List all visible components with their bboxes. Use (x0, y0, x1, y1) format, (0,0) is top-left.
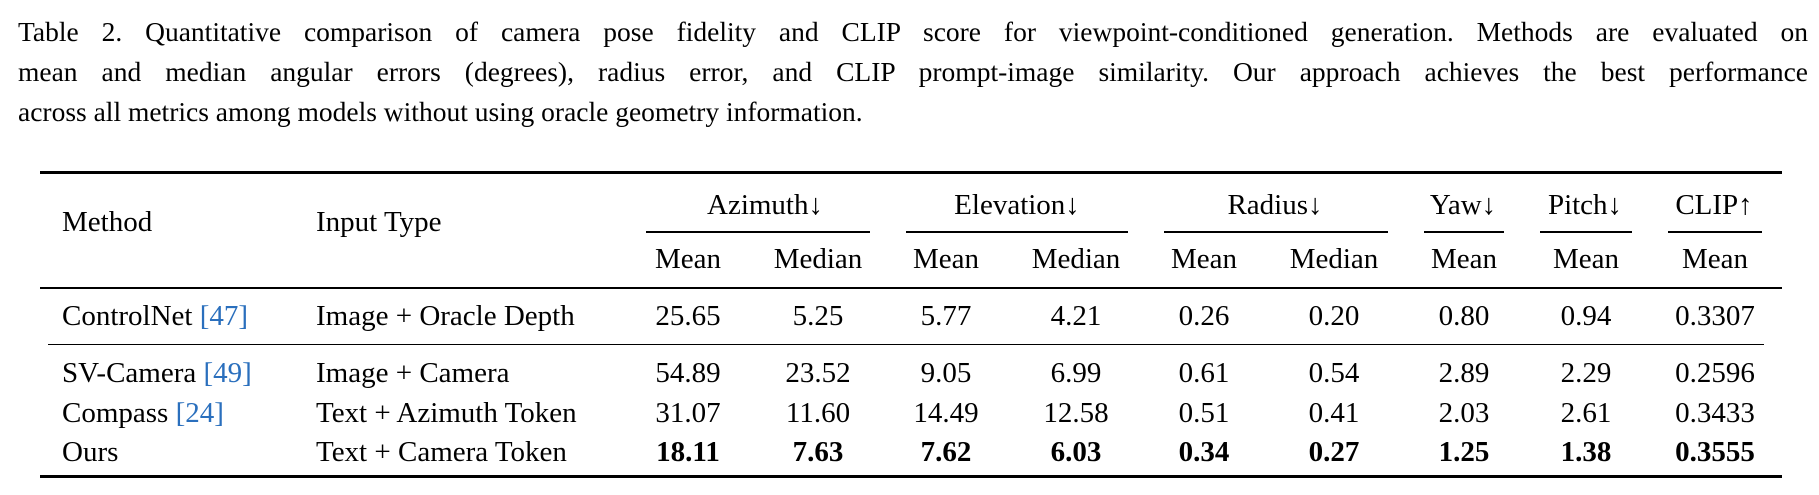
table-cell: 2.29 (1560, 357, 1612, 389)
row-method: Compass [24] (62, 395, 224, 431)
table-cell: 9.05 (920, 357, 972, 389)
row-method-name: SV-Camera (62, 357, 197, 389)
table-cell: 6.99 (1050, 357, 1102, 389)
subheader-azimuth-mean: Mean (654, 243, 722, 275)
subheader-azimuth-median: Median (773, 243, 863, 275)
row-method-name: ControlNet (62, 300, 193, 332)
header-group-clip: CLIP↑ (1675, 189, 1753, 221)
table-cell: 0.3555 (1675, 436, 1755, 468)
row-method: Ours (62, 434, 118, 470)
table-cell: 0.61 (1178, 357, 1230, 389)
caption-line-2: mean and median angular errors (degrees)… (18, 56, 1808, 87)
group-rule-yaw (1424, 231, 1504, 233)
table-cell: 25.65 (655, 300, 721, 332)
header-input-type: Input Type (316, 206, 442, 238)
table-cell: 12.58 (1043, 397, 1109, 429)
group-rule-pitch (1540, 231, 1632, 233)
subheader-elevation-median: Median (1031, 243, 1121, 275)
table-cell: 2.89 (1438, 357, 1490, 389)
table-cell: 11.60 (785, 397, 851, 429)
table-cell: 0.20 (1308, 300, 1360, 332)
table-cell: 23.52 (785, 357, 851, 389)
header-group-azimuth: Azimuth↓ (707, 189, 823, 221)
table-cell: 6.03 (1050, 436, 1102, 468)
subheader-radius-median: Median (1289, 243, 1379, 275)
table-cell: 0.54 (1308, 357, 1360, 389)
group-rule-azimuth (646, 231, 870, 233)
table-cell: 7.63 (792, 436, 844, 468)
table-cell: 0.2596 (1675, 357, 1755, 389)
table-cell: 0.26 (1178, 300, 1230, 332)
table-cell: 54.89 (655, 357, 721, 389)
table-cell: 0.94 (1560, 300, 1612, 332)
table-cell: 31.07 (655, 397, 721, 429)
row-method-name: Ours (62, 436, 119, 468)
table-cell: 7.62 (920, 436, 972, 468)
table-cell: 0.27 (1308, 436, 1360, 468)
subheader-yaw-mean: Mean (1430, 243, 1498, 275)
table-cell: 18.11 (656, 436, 720, 468)
table-cell: 2.03 (1438, 397, 1490, 429)
row-input-type: Text + Azimuth Token (316, 397, 577, 429)
caption-line-1: Table 2. Quantitative comparison of came… (18, 16, 1808, 47)
group-rule-radius (1164, 231, 1388, 233)
table-cell: 2.61 (1560, 397, 1612, 429)
table-top-rule (40, 171, 1782, 174)
table-cell: 14.49 (913, 397, 979, 429)
table-bottom-rule (40, 475, 1782, 478)
citation-link[interactable]: [24] (175, 397, 224, 429)
row-method: ControlNet [47] (62, 298, 248, 334)
table-group-rule (48, 344, 1764, 345)
header-group-elevation: Elevation↓ (954, 189, 1080, 221)
table-cell: 1.38 (1560, 436, 1612, 468)
caption-line-3: across all metrics among models without … (18, 96, 863, 127)
row-method-name: Compass (62, 397, 169, 429)
table-header-rule (40, 287, 1782, 289)
table-cell: 5.25 (792, 300, 844, 332)
group-rule-elevation (906, 231, 1128, 233)
subheader-clip-mean: Mean (1681, 243, 1749, 275)
subheader-pitch-mean: Mean (1552, 243, 1620, 275)
citation-link[interactable]: [49] (203, 357, 252, 389)
header-method: Method (62, 206, 153, 238)
header-group-radius: Radius↓ (1227, 189, 1323, 221)
table-caption: Table 2. Quantitative comparison of came… (18, 12, 1808, 132)
header-group-pitch: Pitch↓ (1547, 189, 1623, 221)
table-cell: 4.21 (1050, 300, 1102, 332)
header-group-yaw: Yaw↓ (1429, 189, 1497, 221)
citation-link[interactable]: [47] (199, 300, 249, 332)
subheader-radius-mean: Mean (1170, 243, 1238, 275)
row-input-type: Text + Camera Token (316, 436, 567, 468)
table-cell: 0.3433 (1675, 397, 1755, 429)
subheader-elevation-mean: Mean (912, 243, 980, 275)
table-cell: 0.34 (1178, 436, 1230, 468)
table-cell: 0.51 (1178, 397, 1230, 429)
row-method: SV-Camera [49] (62, 355, 252, 391)
row-input-type: Image + Oracle Depth (316, 300, 575, 332)
table-cell: 1.25 (1438, 436, 1490, 468)
row-input-type: Image + Camera (316, 357, 510, 389)
table-cell: 0.3307 (1675, 300, 1755, 332)
table-cell: 0.80 (1438, 300, 1490, 332)
table-cell: 0.41 (1308, 397, 1360, 429)
group-rule-clip (1668, 231, 1762, 233)
table-cell: 5.77 (920, 300, 972, 332)
